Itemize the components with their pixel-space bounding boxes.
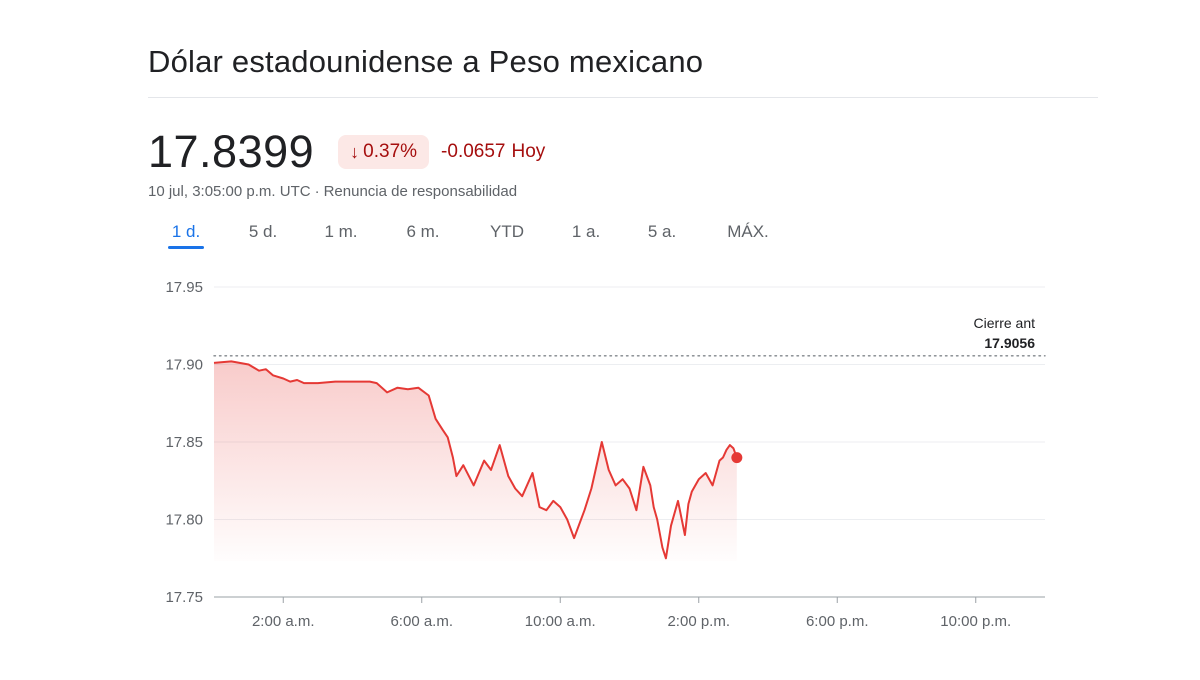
y-tick-label: 17.95 xyxy=(165,279,203,296)
tab-ytd[interactable]: YTD xyxy=(490,222,524,241)
page-title: Dólar estadounidense a Peso mexicano xyxy=(148,44,704,79)
change-percent: 0.37% xyxy=(363,141,418,162)
tab-6m[interactable]: 6 m. xyxy=(406,222,440,241)
tab-max[interactable]: MÁX. xyxy=(727,222,769,241)
x-tick-label: 6:00 p.m. xyxy=(806,613,869,630)
tab-1a[interactable]: 1 a. xyxy=(571,222,601,241)
x-tick-label: 2:00 p.m. xyxy=(667,613,730,630)
change-period: Hoy xyxy=(511,141,546,162)
quote-row: 17.8399 ↓ 0.37% -0.0657 Hoy xyxy=(148,124,545,180)
change-percent-badge: ↓ 0.37% xyxy=(338,135,430,169)
previous-close-value: 17.9056 xyxy=(984,335,1035,351)
series-line xyxy=(213,360,738,560)
disclaimer-link[interactable]: Renuncia de responsabilidad xyxy=(323,183,518,200)
y-tick-label: 17.80 xyxy=(165,512,203,529)
tab-5a[interactable]: 5 a. xyxy=(647,222,677,241)
title-divider xyxy=(148,97,1098,98)
x-tick-label: 6:00 a.m. xyxy=(390,613,453,630)
tab-1m[interactable]: 1 m. xyxy=(324,222,358,241)
y-tick-label: 17.75 xyxy=(165,589,203,606)
y-tick-label: 17.90 xyxy=(165,357,203,374)
x-tick-label: 10:00 p.m. xyxy=(940,613,1011,630)
change-abs: -0.0657 xyxy=(441,141,506,162)
arrow-down-icon: ↓ xyxy=(350,141,360,162)
y-tick-label: 17.85 xyxy=(165,434,203,451)
current-value-point xyxy=(731,452,743,464)
change-amount: -0.0657 Hoy xyxy=(441,141,545,163)
current-price: 17.8399 xyxy=(148,126,315,177)
series-area xyxy=(214,361,737,561)
meta-separator: · xyxy=(314,183,320,200)
previous-close-label: Cierre ant xyxy=(974,315,1036,331)
quote-meta: 10 jul, 3:05:00 p.m. UTC · Renuncia de r… xyxy=(148,183,517,200)
active-tab-indicator xyxy=(168,246,204,249)
timestamp: 10 jul, 3:05:00 p.m. UTC xyxy=(148,183,311,200)
tab-5d[interactable]: 5 d. xyxy=(248,222,278,241)
x-tick-label: 2:00 a.m. xyxy=(252,613,315,630)
tab-1d[interactable]: 1 d. xyxy=(171,222,201,241)
x-tick-label: 10:00 a.m. xyxy=(525,613,596,630)
